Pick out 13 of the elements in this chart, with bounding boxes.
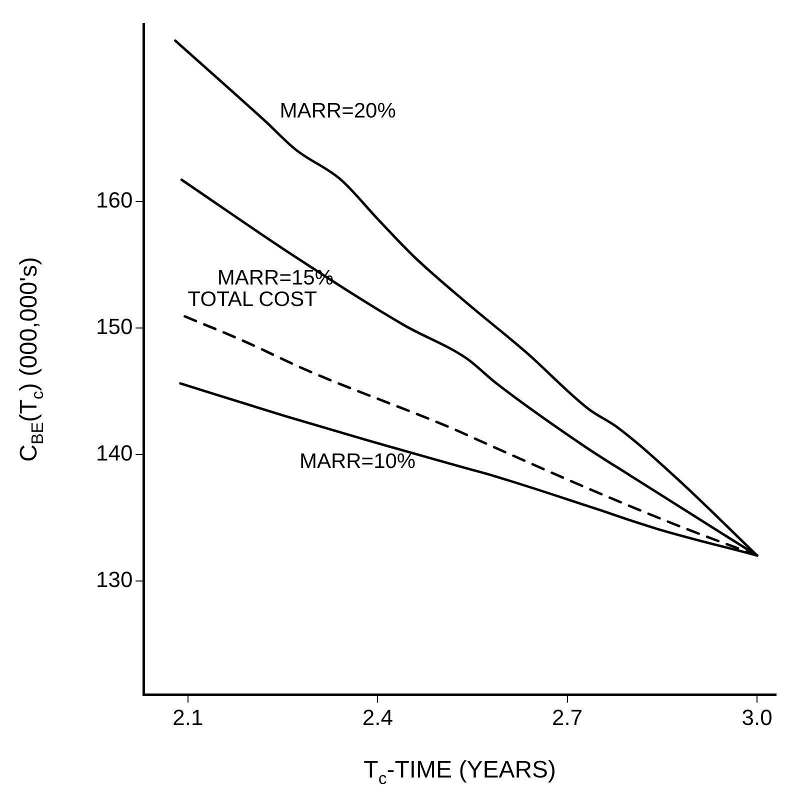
series-label: MARR=15% — [217, 266, 334, 290]
series-label: TOTAL COST — [188, 288, 318, 312]
y-tick-label: 160 — [96, 187, 133, 212]
x-tick-label: 2.4 — [362, 704, 393, 730]
x-tick-label: 2.1 — [172, 704, 204, 730]
y-tick-label: 140 — [96, 440, 133, 466]
y-tick-label: 130 — [96, 566, 133, 592]
x-tick-label: 2.7 — [552, 704, 583, 730]
x-tick-label: 3.0 — [742, 704, 772, 730]
series-label: MARR=20% — [280, 99, 396, 122]
y-axis-title: CBE(Tc) (000,000's) — [16, 257, 48, 462]
y-tick-label: 150 — [96, 314, 133, 339]
series-label: MARR=10% — [299, 450, 416, 474]
